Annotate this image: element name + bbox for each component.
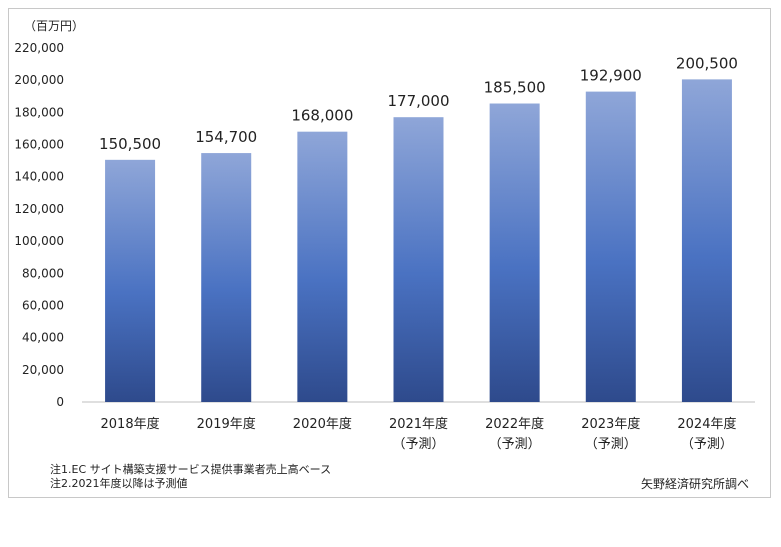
note-2: 注2.2021年度以降は予測値 (50, 477, 188, 490)
source-credit: 矢野経済研究所調べ (640, 477, 749, 491)
y-tick-label: 160,000 (14, 138, 64, 152)
x-tick-label: 2018年度 (101, 416, 160, 432)
data-label: 185,500 (484, 79, 546, 97)
y-tick-label: 220,000 (14, 41, 64, 55)
y-tick-label: 20,000 (22, 363, 64, 377)
bar (681, 79, 732, 403)
x-tick-label: （予測） (585, 437, 637, 452)
x-tick-label: 2022年度 (485, 416, 544, 432)
data-label: 177,000 (387, 92, 449, 110)
x-tick-label: 2020年度 (293, 416, 352, 432)
x-tick-label: （予測） (392, 437, 444, 452)
y-tick-label: 140,000 (14, 170, 64, 184)
note-1: 注1.EC サイト構築支援サービス提供事業者売上高ベース (50, 463, 332, 476)
x-tick-label: （予測） (681, 437, 733, 452)
x-tick-label: （予測） (489, 437, 541, 452)
y-tick-label: 120,000 (14, 202, 64, 216)
y-tick-label: 180,000 (14, 105, 64, 119)
y-tick-label: 0 (56, 395, 64, 409)
bar (585, 91, 636, 403)
y-tick-label: 80,000 (22, 266, 64, 280)
bar (489, 103, 540, 402)
data-label: 150,500 (99, 135, 161, 153)
y-tick-label: 100,000 (14, 234, 64, 248)
bar (297, 131, 348, 402)
data-label: 200,500 (676, 54, 738, 72)
unit-label: （百万円） (24, 19, 84, 33)
y-tick-label: 200,000 (14, 73, 64, 87)
data-label: 168,000 (291, 107, 353, 125)
x-tick-label: 2024年度 (677, 416, 736, 432)
y-tick-label: 40,000 (22, 331, 64, 345)
x-tick-label: 2023年度 (581, 416, 640, 432)
x-tick-label: 2021年度 (389, 416, 448, 432)
bar (201, 153, 252, 402)
y-tick-label: 60,000 (22, 298, 64, 312)
x-tick-label: 2019年度 (197, 416, 256, 432)
data-label: 154,700 (195, 128, 257, 146)
bar (105, 159, 156, 402)
data-label: 192,900 (580, 67, 642, 85)
bar (393, 117, 444, 402)
